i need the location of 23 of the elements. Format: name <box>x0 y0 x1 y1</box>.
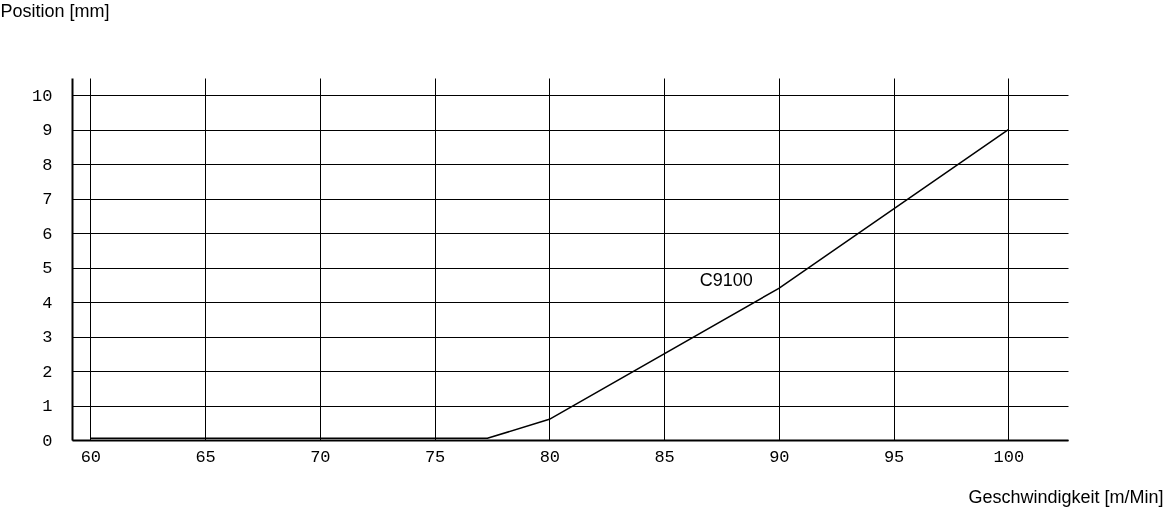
y-tick-label: 0 <box>42 431 53 451</box>
x-tick-label: 100 <box>993 447 1025 467</box>
y-tick-label: 3 <box>42 328 53 348</box>
x-tick-label: 80 <box>539 447 561 467</box>
y-tick-label: 5 <box>42 259 53 279</box>
y-axis-title: Position [mm] <box>0 0 110 21</box>
x-tick-label: 60 <box>80 447 102 467</box>
x-tick-label: 70 <box>310 447 331 467</box>
y-tick-label: 10 <box>32 86 53 106</box>
x-axis-title: Geschwindigkeit [m/Min] <box>968 486 1164 507</box>
x-tick-label: 65 <box>195 447 216 467</box>
y-tick-label: 2 <box>42 362 53 382</box>
x-tick-label: 85 <box>654 447 675 467</box>
y-tick-label: 8 <box>42 155 53 175</box>
x-tick-label: 90 <box>769 447 790 467</box>
y-tick-label: 9 <box>42 121 53 141</box>
series-label: C9100 <box>699 270 753 291</box>
y-tick-label: 1 <box>42 397 53 417</box>
y-tick-label: 4 <box>42 293 53 313</box>
x-tick-label: 95 <box>883 447 905 467</box>
y-tick-label: 6 <box>42 224 53 244</box>
y-tick-label: 7 <box>42 190 53 210</box>
x-tick-label: 75 <box>424 447 446 467</box>
